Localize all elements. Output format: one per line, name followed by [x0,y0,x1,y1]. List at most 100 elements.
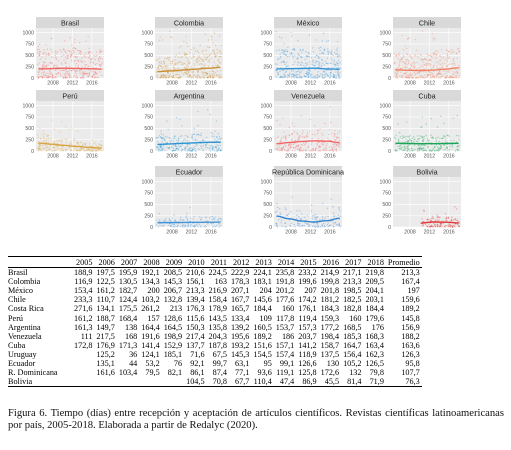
y-tick-label: 500 [382,53,391,59]
x-tick-label: 2012 [186,230,198,236]
table-cell: 126,3 [401,349,420,359]
table-cell: 199,8 [320,277,340,287]
panel-strip [274,90,342,101]
table-row: Brasil 188,9 197,5 195,9 192,1 208,5 210,6 224,… [8,268,422,278]
table-cell: 176,9 [96,340,115,350]
panel-strip [274,17,342,28]
x-tick-label: 2016 [205,154,217,160]
table-cell: 99,1 [279,359,295,369]
table-cell: 162,3 [365,349,384,359]
table-cell: 217,5 [96,331,115,341]
table-cell: 216,9 [208,286,227,296]
panel-strip [393,166,461,177]
table-cell: 163,4 [365,340,384,350]
y-tick-label: 1000 [22,30,34,36]
x-tick-label: 2008 [404,230,416,236]
table-cell: 47,4 [273,377,297,388]
table-cell: 213,3 [186,286,205,296]
table-header-2014: 2014 [273,255,297,269]
table-cell: 143,5 [208,313,227,323]
y-tick-label: 750 [263,115,272,121]
table-cell: 81,4 [341,377,364,388]
table-cell: 119,4 [298,313,317,323]
table-cell: 189,2 [401,304,420,314]
trend-line [157,66,221,73]
table-cell: 175,5 [118,304,138,314]
table-header-promedio: Promedio [385,255,422,269]
table-cell: 161,3 [74,322,93,332]
table-cell: 134,1 [96,304,115,314]
x-tick-label: 2012 [67,154,79,160]
x-tick-label: 2012 [186,154,198,160]
scatter-points [274,196,342,228]
trend-line [420,221,459,224]
y-tick-label: 500 [263,126,272,132]
table-cell: 182,7 [118,286,138,296]
table-cell: 145,3 [163,277,183,287]
y-tick-label: 250 [263,213,272,219]
table-cell: 171,3 [118,340,138,350]
table-header-row: 2005 2006 2007 2008 2009 2010 2011 2012 2013 2014… [8,255,422,269]
table-header-2006: 2006 [94,255,117,269]
table-cell: 153,4 [74,286,93,296]
table-cell: 210,6 [186,268,205,278]
table-cell: 153,7 [275,322,295,332]
table-cell: 105,2 [343,359,362,369]
table-cell: 45,5 [318,377,342,388]
table-cell: 224,5 [208,268,227,278]
table-cell: 188,7 [96,313,115,323]
table-cell: 135,8 [208,322,227,332]
table-cell: 139,4 [186,295,205,305]
table-cell: 125,8 [298,368,317,378]
table-cell: 159,3 [320,313,340,323]
y-tick-label: 750 [25,42,34,48]
table-cell: 161,6 [96,368,115,378]
table-cell: 197 [407,286,420,296]
panel-strip [36,17,104,28]
panel-colombia: Colombia 0 250 500 750 1000 2008 2012 2016 [141,17,223,87]
y-tick-label: 0 [269,149,272,155]
table-cell: 185,3 [343,331,362,341]
y-tick-label: 1000 [141,103,153,109]
table-cell: 76,3 [385,377,422,388]
y-tick-label: 0 [388,149,391,155]
panel-title: Bolivia [416,167,437,176]
table-cell: 213 [169,304,183,314]
table-header-2015: 2015 [296,255,319,269]
y-tick-label: 1000 [379,103,391,109]
y-tick-label: 500 [25,126,34,132]
scatter-points [274,106,341,152]
table-cell: 160 [349,313,362,323]
table-cell: 103,4 [118,368,138,378]
scatter-points [155,206,223,228]
table-cell: 184,4 [253,304,272,314]
panel-méxico: México 0 250 500 750 1000 2008 2012 2016 [260,17,342,87]
table-cell: 184,3 [320,304,340,314]
panel-background [155,177,223,227]
y-tick-label: 250 [263,64,272,70]
table-cell: 124,4 [118,295,138,305]
table-cell: 86,9 [296,377,319,388]
table-cell: 235,8 [275,268,295,278]
x-tick-label: 2008 [285,81,297,87]
table-cell: 158,7 [320,340,340,350]
table-row: Perú 161,2 188,7 168,4 157 128,6 115,6 143,5 133… [8,314,422,323]
y-tick-label: 500 [144,126,153,132]
table-cell: 183,1 [253,277,272,287]
table-cell: 177,6 [275,295,295,305]
table-cell: 207,1 [230,286,250,296]
table-cell: 107,7 [401,368,420,378]
table-cell: 79,8 [369,368,384,378]
table-header-2011: 2011 [206,255,229,269]
panel-república-dominicana: República Dominicana 0 250 500 750 1000 2008 20… [260,166,344,236]
table-cell-country: Cuba [8,340,26,350]
table-cell: 158,4 [208,295,227,305]
table-cell: 185,1 [163,349,183,359]
table-header-2007: 2007 [116,255,140,269]
table-cell: 119,1 [276,368,295,378]
x-tick-label: 2012 [67,81,79,87]
panel-ecuador: Ecuador 0 250 500 750 1000 2008 2012 2016 [141,166,223,236]
table-header-2013: 2013 [251,255,274,269]
trend-line [276,140,340,145]
table-cell: 209,5 [365,277,384,287]
